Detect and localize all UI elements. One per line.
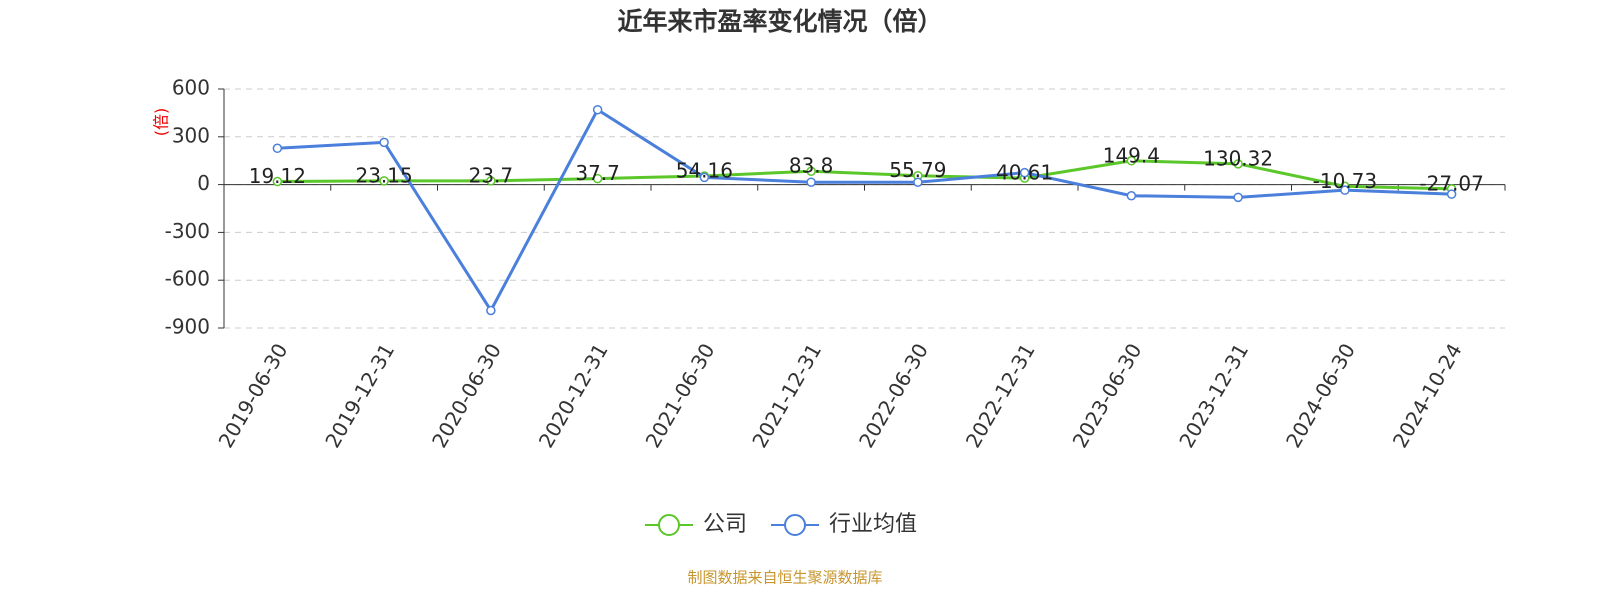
x-tick-label: 2019-06-30 (214, 339, 293, 452)
y-axis-label: (倍) (152, 108, 171, 137)
data-label: -27.07 (1419, 171, 1483, 195)
legend-marker (658, 514, 680, 536)
data-point (1446, 189, 1457, 199)
y-tick-label: -600 (165, 267, 210, 291)
data-point (806, 166, 816, 176)
data-point (913, 177, 923, 187)
x-tick-label: 2024-06-30 (1281, 339, 1360, 452)
data-label: 37.7 (575, 161, 620, 185)
y-tick-label: 300 (172, 123, 210, 147)
data-label: 149.4 (1103, 143, 1160, 167)
source-note: 制图数据来自恒生聚源数据库 (687, 569, 882, 587)
data-label: 23.7 (469, 163, 514, 187)
series-line (277, 107, 1452, 314)
x-tick-label: 2020-12-31 (534, 339, 613, 452)
data-point (1126, 191, 1137, 201)
x-tick-label: 2021-12-31 (747, 339, 826, 452)
data-point (486, 305, 496, 316)
data-label: -10.73 (1313, 169, 1377, 193)
data-point (1233, 192, 1243, 203)
data-point (1340, 185, 1350, 195)
y-tick-label: -900 (165, 315, 210, 339)
y-tick-label: 0 (197, 171, 210, 195)
y-tick-label: -300 (165, 219, 210, 243)
data-point (379, 137, 389, 148)
data-point (486, 176, 496, 186)
legend-marker (784, 514, 807, 536)
y-tick-label: 600 (172, 76, 210, 100)
legend-label: 行业均值 (829, 512, 917, 537)
x-tick-label: 2022-06-30 (854, 339, 933, 452)
chart-title: 近年来市盈率变化情况（倍） (617, 7, 942, 36)
x-tick-label: 2022-12-31 (961, 339, 1040, 452)
data-label: 55.79 (889, 158, 946, 182)
x-tick-label: 2020-06-30 (427, 339, 506, 452)
series-line (277, 159, 1452, 191)
data-point (592, 173, 603, 184)
legend-label: 公司 (703, 512, 747, 537)
data-point (699, 172, 710, 183)
data-label: 54.16 (676, 158, 733, 182)
data-point (806, 177, 816, 187)
data-label: 83.8 (789, 154, 834, 178)
data-label: 19.12 (249, 164, 306, 188)
data-point (272, 143, 283, 154)
x-tick-label: 2023-06-30 (1068, 339, 1147, 452)
data-label: 23.15 (355, 163, 412, 187)
data-point (1019, 167, 1030, 178)
x-tick-label: 2023-12-31 (1174, 339, 1253, 452)
x-tick-label: 2021-06-30 (641, 339, 720, 452)
data-label: 40.61 (996, 161, 1053, 185)
data-point (1126, 156, 1137, 166)
data-point (272, 176, 283, 187)
data-point (379, 176, 389, 186)
data-point (592, 104, 603, 115)
data-label: 130.32 (1203, 146, 1273, 170)
data-point (1233, 159, 1243, 169)
x-tick-label: 2019-12-31 (320, 339, 399, 452)
x-tick-label: 2024-10-24 (1388, 339, 1467, 452)
